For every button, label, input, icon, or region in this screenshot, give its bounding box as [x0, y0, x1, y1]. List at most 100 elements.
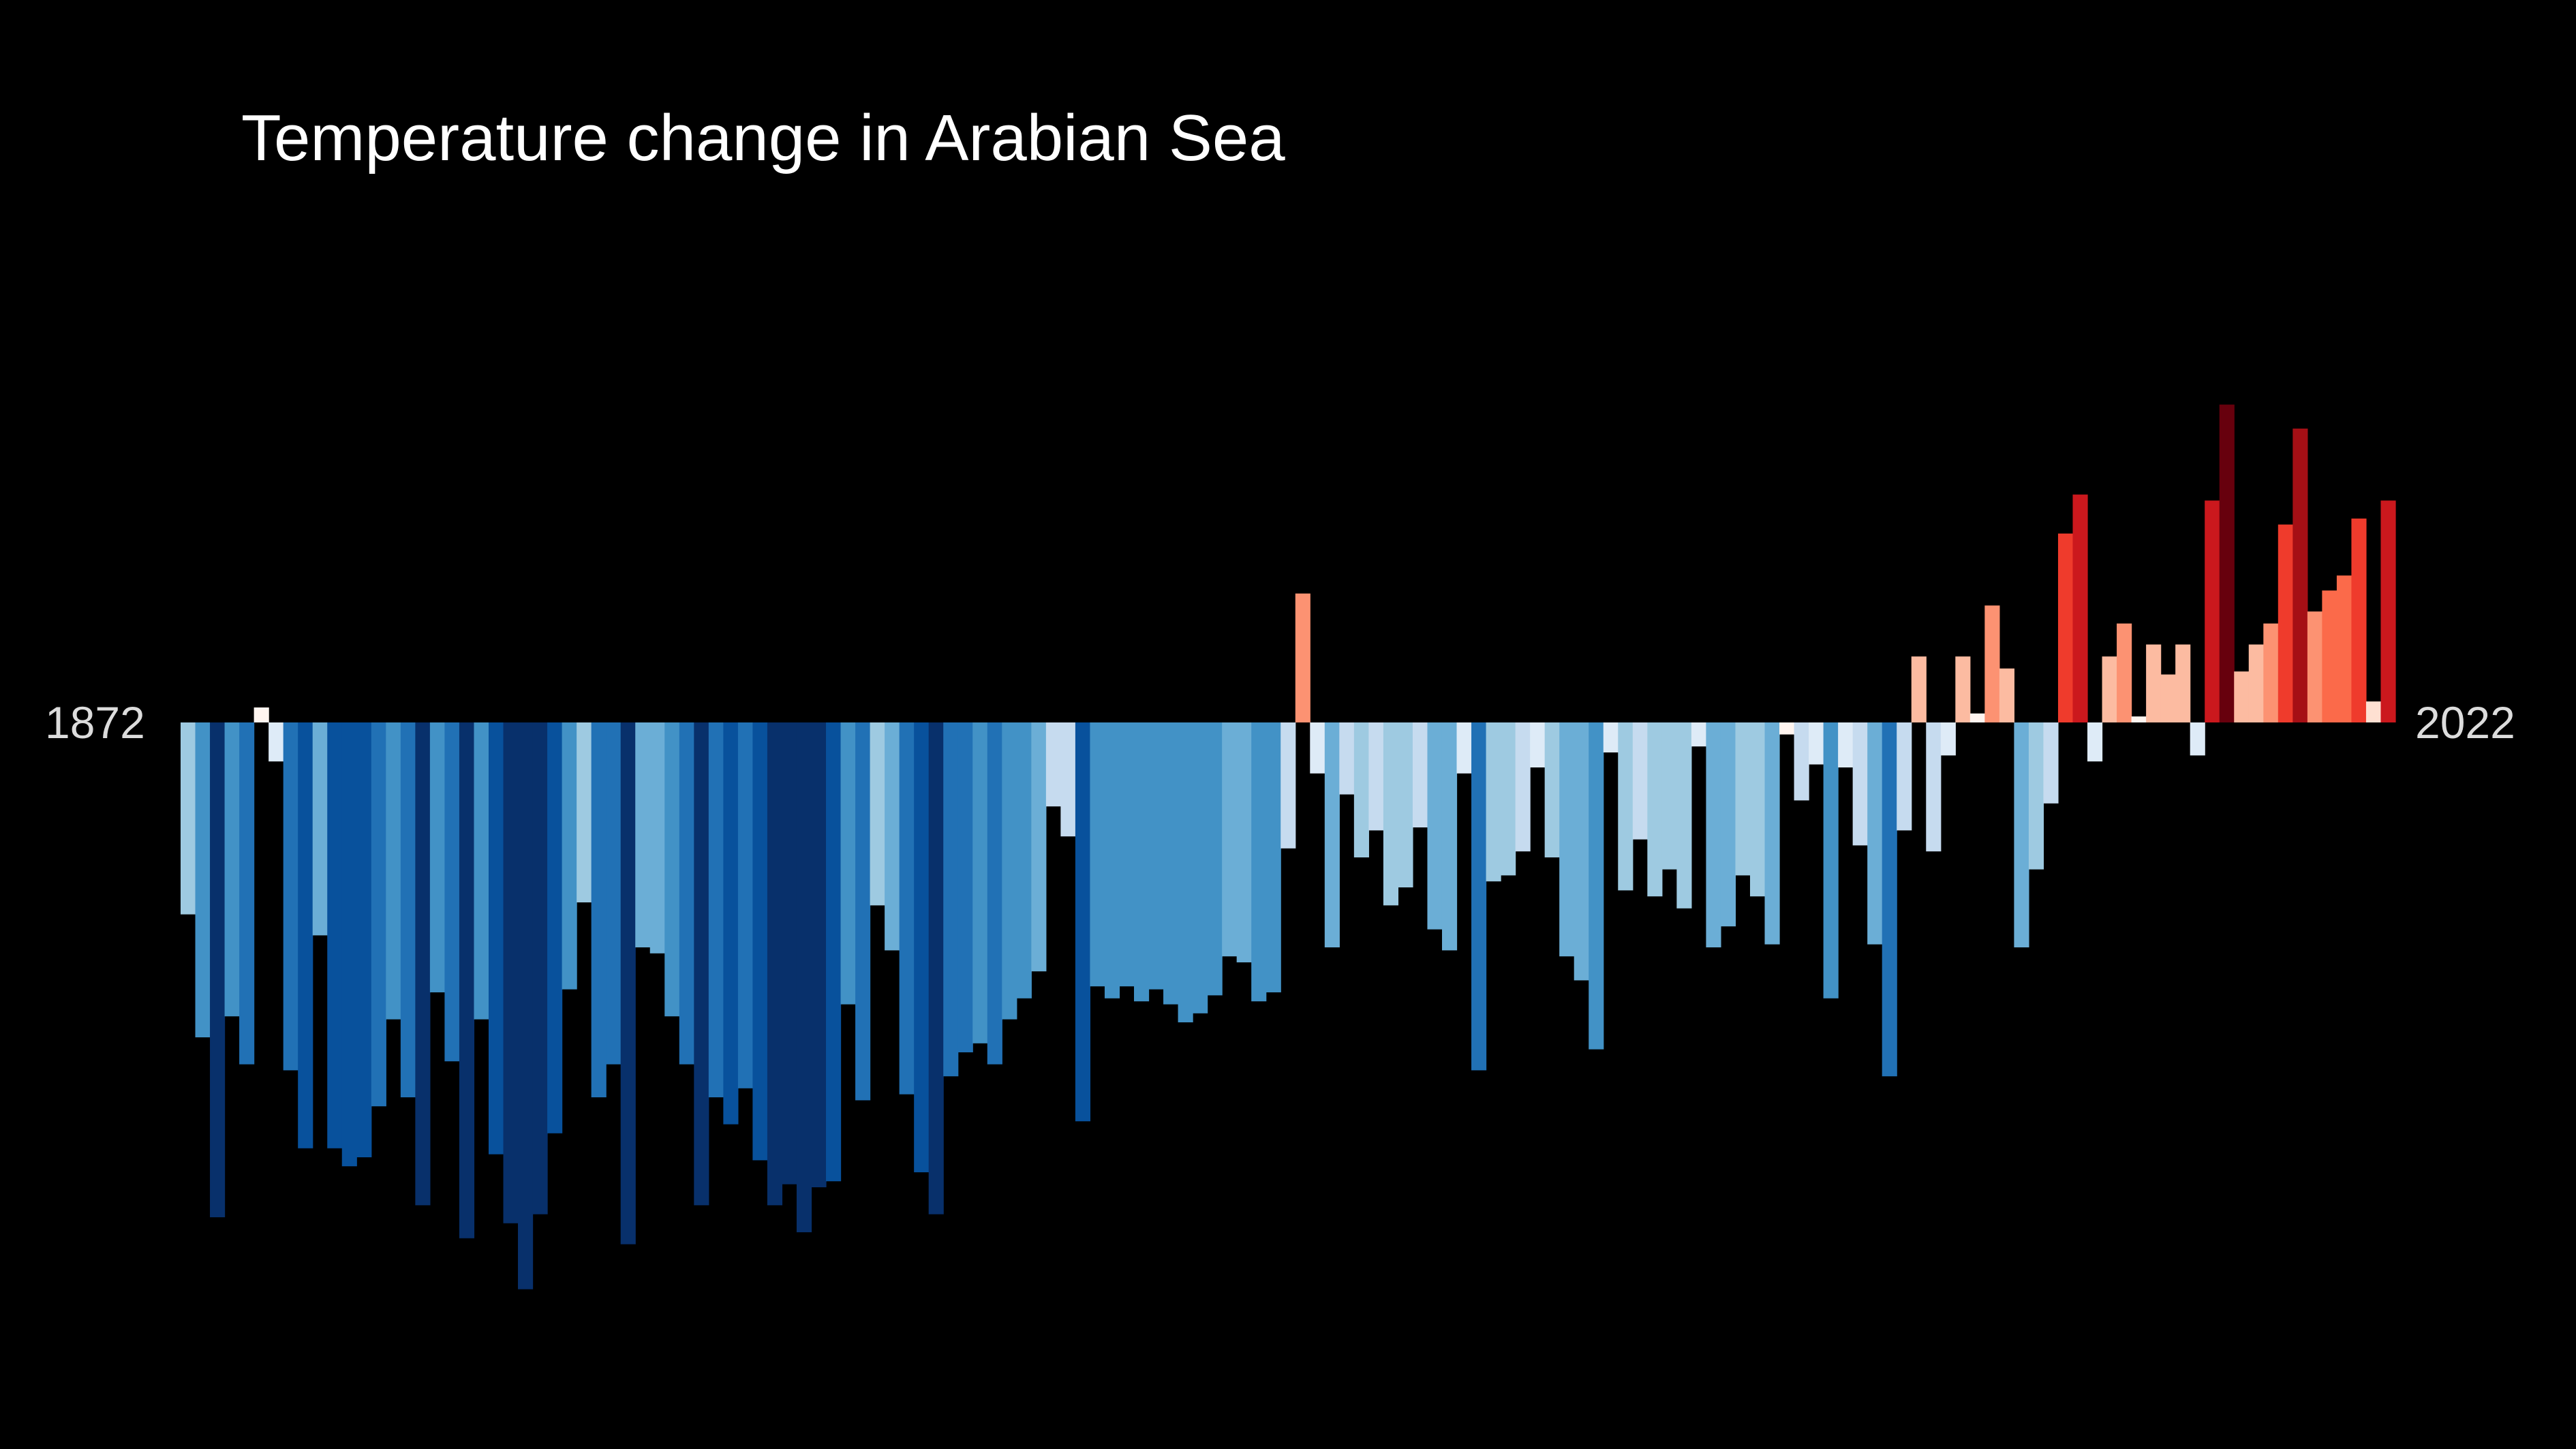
bar-1889	[429, 722, 446, 992]
bar-1997	[2014, 722, 2029, 947]
bar-1969	[1603, 722, 1619, 752]
bar-2009	[2190, 722, 2205, 756]
bar-1962	[1501, 722, 1516, 876]
bar-1954	[1383, 722, 1399, 906]
bar-1981	[1779, 722, 1795, 735]
bar-1924	[943, 722, 959, 1077]
bar-1967	[1574, 722, 1589, 981]
bar-2019	[2336, 575, 2352, 722]
bar-1896	[532, 722, 548, 1215]
bar-1992	[1940, 722, 1956, 756]
bar-1886	[386, 722, 401, 1020]
bar-2002	[2087, 722, 2103, 762]
bar-1917	[840, 722, 856, 1005]
bar-1944	[1236, 722, 1252, 962]
bar-1895	[518, 722, 534, 1290]
bar-2014	[2263, 623, 2279, 722]
bar-1946	[1266, 722, 1281, 992]
bar-1993	[1955, 656, 1971, 722]
bar-1908	[708, 722, 724, 1097]
bar-2011	[2219, 404, 2235, 722]
bar-1949	[1310, 722, 1325, 774]
bar-1874	[210, 722, 226, 1217]
bar-1910	[737, 722, 753, 1088]
bar-1913	[782, 722, 797, 1185]
bar-1937	[1134, 722, 1150, 1002]
bar-1885	[371, 722, 386, 1107]
bar-1990	[1911, 656, 1927, 722]
bar-1898	[562, 722, 577, 990]
bar-1897	[547, 722, 563, 1133]
bar-1909	[723, 722, 739, 1125]
bar-1968	[1589, 722, 1604, 1050]
bar-1972	[1647, 722, 1663, 897]
bar-1923	[928, 722, 944, 1215]
bar-1902	[620, 722, 636, 1245]
bar-2003	[2102, 656, 2117, 722]
bar-1876	[239, 722, 255, 1065]
bar-1941	[1193, 722, 1208, 1013]
bar-1966	[1559, 722, 1575, 957]
bar-2007	[2160, 674, 2176, 722]
bar-2012	[2234, 671, 2250, 722]
bar-1986	[1852, 722, 1868, 846]
bar-1877	[254, 707, 269, 722]
bar-1994	[1969, 713, 1985, 722]
bar-1942	[1207, 722, 1223, 996]
bar-1903	[635, 722, 651, 947]
bar-1983	[1809, 722, 1824, 765]
bar-1916	[826, 722, 842, 1182]
bar-1948	[1295, 593, 1310, 722]
bar-1998	[2028, 722, 2044, 870]
bar-1974	[1676, 722, 1692, 909]
bar-1947	[1281, 722, 1296, 849]
bar-1956	[1412, 722, 1428, 827]
bar-1905	[664, 722, 680, 1017]
bar-2018	[2322, 590, 2337, 722]
bar-1982	[1794, 722, 1809, 801]
bar-1892	[474, 722, 489, 1020]
bar-2006	[2146, 644, 2162, 722]
bar-1965	[1544, 722, 1560, 857]
bar-1919	[870, 722, 885, 906]
bar-1881	[312, 722, 328, 936]
bar-1890	[444, 722, 460, 1062]
bar-1976	[1706, 722, 1721, 947]
bar-1922	[914, 722, 930, 1172]
bar-1957	[1427, 722, 1443, 930]
bar-1888	[415, 722, 431, 1206]
bar-1977	[1720, 722, 1736, 927]
bar-1925	[957, 722, 973, 1052]
bar-1984	[1823, 722, 1839, 998]
bar-1950	[1324, 722, 1340, 947]
bar-1940	[1178, 722, 1193, 1022]
bar-1939	[1163, 722, 1179, 1005]
bar-1878	[269, 722, 284, 762]
bar-1958	[1441, 722, 1458, 951]
bar-1934	[1090, 722, 1105, 987]
bar-1945	[1251, 722, 1267, 1002]
bar-1879	[283, 722, 298, 1071]
bar-1999	[2043, 722, 2059, 804]
bar-1938	[1148, 722, 1164, 990]
bar-2000	[2057, 533, 2074, 722]
bar-1928	[1002, 722, 1017, 1020]
bar-1873	[195, 722, 211, 1037]
bar-1900	[591, 722, 607, 1097]
bar-1989	[1897, 722, 1912, 831]
bar-1995	[1984, 605, 2000, 722]
bar-1882	[327, 722, 343, 1148]
bar-1978	[1735, 722, 1751, 876]
bar-1884	[356, 722, 372, 1157]
bar-1960	[1471, 722, 1487, 1071]
bar-1953	[1368, 722, 1384, 831]
bar-1921	[899, 722, 915, 1095]
bar-1959	[1456, 722, 1472, 774]
start-year-label: 1872	[45, 697, 145, 748]
bar-1915	[811, 722, 827, 1187]
bar-1880	[298, 722, 313, 1148]
bar-2021	[2365, 701, 2382, 722]
bar-1932	[1060, 722, 1076, 837]
